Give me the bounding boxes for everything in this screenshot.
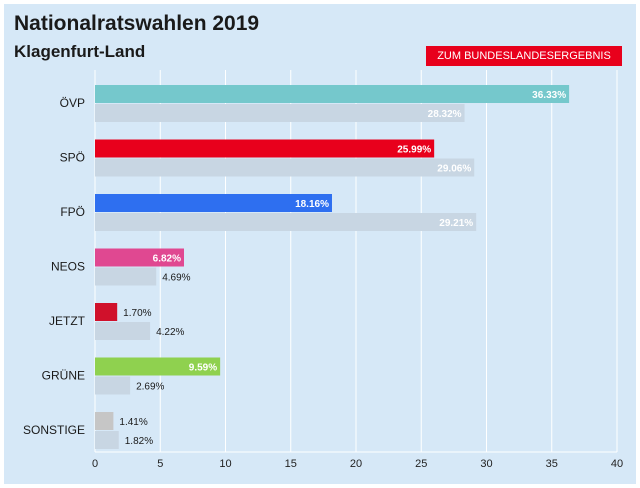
data-label-previous: 28.32% xyxy=(428,109,462,120)
category-label: SONSTIGE xyxy=(23,423,85,437)
bar-2019 xyxy=(95,412,114,430)
category-label: ÖVP xyxy=(60,96,85,110)
bar-2019 xyxy=(95,85,570,103)
bar-2019 xyxy=(95,139,435,158)
x-tick-label: 35 xyxy=(546,458,558,470)
data-label-2019: 25.99% xyxy=(397,145,431,156)
bar-2019 xyxy=(95,357,221,376)
bar-previous xyxy=(95,376,131,395)
data-label-previous: 29.21% xyxy=(439,218,473,229)
x-tick-label: 0 xyxy=(92,458,98,470)
data-label-2019: 18.16% xyxy=(295,199,329,210)
category-label: GRÜNE xyxy=(42,369,85,383)
category-label: NEOS xyxy=(51,260,85,274)
bar-previous xyxy=(95,213,477,231)
category-label: FPÖ xyxy=(60,205,85,219)
bar-2019 xyxy=(95,194,332,212)
bundesland-result-button[interactable]: ZUM BUNDESLANDESERGEBNIS xyxy=(426,46,622,66)
bar-2019 xyxy=(95,248,185,267)
data-label-2019: 36.33% xyxy=(532,90,566,101)
data-label-2019: 9.59% xyxy=(189,363,217,374)
data-label-previous: 4.69% xyxy=(162,273,190,284)
category-label: JETZT xyxy=(49,314,86,328)
data-label-previous: 29.06% xyxy=(437,164,471,175)
bar-previous xyxy=(95,267,157,286)
bar-previous xyxy=(95,431,119,449)
data-label-2019: 6.82% xyxy=(153,254,181,265)
bar-previous xyxy=(95,104,465,122)
x-tick-label: 10 xyxy=(219,458,231,470)
data-label-2019: 1.70% xyxy=(123,308,151,319)
data-label-previous: 4.22% xyxy=(156,327,184,338)
data-label-previous: 2.69% xyxy=(136,382,164,393)
category-label: SPÖ xyxy=(60,151,85,165)
data-label-2019: 1.41% xyxy=(119,417,147,428)
bar-2019 xyxy=(95,303,118,321)
bar-previous xyxy=(95,158,475,177)
x-tick-label: 40 xyxy=(611,458,623,470)
x-tick-label: 5 xyxy=(157,458,163,470)
x-tick-label: 30 xyxy=(480,458,492,470)
page-subtitle: Klagenfurt-Land xyxy=(14,42,146,61)
x-tick-label: 20 xyxy=(350,458,362,470)
data-label-previous: 1.82% xyxy=(125,436,153,447)
bar-previous xyxy=(95,322,151,340)
x-tick-label: 25 xyxy=(415,458,427,470)
page-title: Nationalratswahlen 2019 xyxy=(14,12,260,35)
x-tick-label: 15 xyxy=(285,458,297,470)
chart-panel: Nationalratswahlen 2019 Klagenfurt-Land … xyxy=(4,4,636,484)
